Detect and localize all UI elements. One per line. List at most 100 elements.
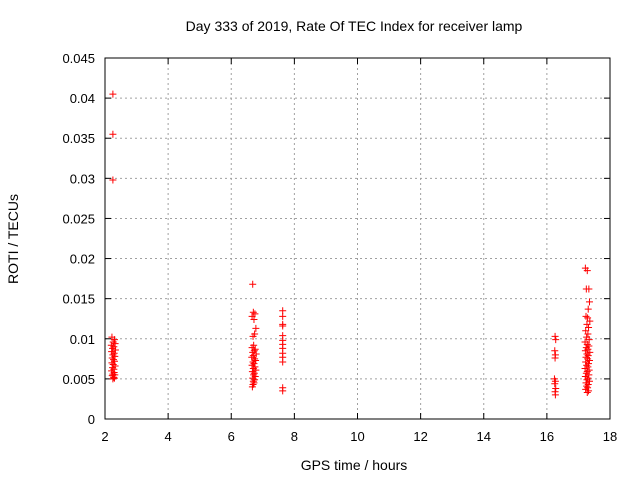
data-point [109, 130, 117, 138]
grid-lines [105, 58, 610, 419]
data-point [249, 358, 257, 366]
data-point [584, 330, 592, 338]
data-point [252, 366, 260, 374]
y-tick-label: 0.02 [70, 252, 95, 267]
data-point [109, 360, 117, 368]
data-point [585, 336, 593, 344]
data-point [251, 355, 259, 363]
data-point [109, 344, 117, 352]
data-point [583, 361, 591, 369]
data-point [551, 347, 559, 355]
data-point [279, 358, 287, 366]
data-point [582, 344, 590, 352]
data-point [111, 340, 119, 348]
y-tick-label: 0.005 [62, 372, 95, 387]
data-point [586, 317, 594, 325]
x-tick-label: 6 [228, 429, 235, 444]
data-point [248, 353, 256, 361]
data-point [109, 90, 117, 98]
data-point [583, 382, 591, 390]
data-point [582, 385, 590, 393]
data-point [583, 350, 591, 358]
data-point [585, 298, 593, 306]
y-tick-label: 0.025 [62, 211, 95, 226]
data-point [250, 316, 258, 324]
x-tick-label: 14 [477, 429, 491, 444]
data-point [248, 383, 256, 391]
data-point [585, 356, 593, 364]
y-axis-label: ROTI / TECUs [5, 194, 21, 284]
x-tick-label: 16 [540, 429, 554, 444]
data-point [110, 374, 118, 382]
data-point [111, 346, 119, 354]
y-tick-label: 0.01 [70, 332, 95, 347]
data-point [110, 373, 118, 381]
data-point [584, 305, 592, 313]
data-point [585, 324, 593, 332]
y-tick-label: 0.04 [70, 91, 95, 106]
data-point [584, 363, 592, 371]
data-point [585, 285, 593, 293]
data-point [250, 360, 258, 368]
data-point [585, 387, 593, 395]
data-point [251, 376, 259, 384]
data-point [552, 385, 560, 393]
data-point [582, 358, 590, 366]
data-point [584, 381, 592, 389]
y-tick-labels: 0 0.005 0.01 0.015 0.02 0.025 0.03 0.035 0.04 0.0… [62, 51, 95, 427]
y-tick-label: 0.015 [62, 292, 95, 307]
data-point [582, 312, 590, 320]
data-point [109, 364, 117, 372]
x-tick-label: 10 [350, 429, 364, 444]
data-point [551, 354, 559, 362]
data-point [252, 350, 260, 358]
y-tick-label: 0.035 [62, 131, 95, 146]
chart-title: Day 333 of 2019, Rate Of TEC Index for r… [186, 18, 523, 34]
data-point [279, 322, 287, 330]
x-axis-label: GPS time / hours [301, 457, 408, 473]
data-point [249, 352, 257, 360]
x-tick-label: 8 [291, 429, 298, 444]
data-point [583, 389, 591, 397]
data-point [250, 369, 258, 377]
data-point [584, 355, 592, 363]
data-point [110, 343, 118, 351]
x-tick-label: 18 [603, 429, 617, 444]
data-point [109, 375, 117, 383]
data-point [583, 368, 591, 376]
x-tick-label: 12 [413, 429, 427, 444]
plot-frame [104, 57, 611, 420]
y-tick-label: 0 [88, 412, 95, 427]
y-tick-label: 0.045 [62, 51, 95, 66]
data-point [251, 363, 259, 371]
data-point [108, 359, 116, 367]
data-point [109, 176, 117, 184]
data-point [552, 336, 560, 344]
x-tick-labels: 2 4 6 8 10 12 14 16 18 [101, 429, 617, 444]
data-point [551, 391, 559, 399]
data-point [586, 348, 594, 356]
data-point [584, 374, 592, 382]
x-tick-label: 4 [165, 429, 172, 444]
data-point [250, 379, 258, 387]
data-point [585, 371, 593, 379]
data-point [249, 332, 257, 340]
data-point [551, 380, 559, 388]
data-point [249, 348, 257, 356]
data-point [279, 387, 287, 395]
data-point [279, 312, 287, 320]
data-point [585, 377, 593, 385]
data-point [252, 324, 260, 332]
data-point [249, 280, 257, 288]
x-tick-label: 2 [101, 429, 108, 444]
data-point [249, 308, 257, 316]
data-point [248, 361, 256, 369]
data-point [583, 320, 591, 328]
data-point [583, 267, 591, 275]
data-point [110, 349, 118, 357]
data-point [583, 340, 591, 348]
data-point [551, 332, 559, 340]
data-point [250, 371, 258, 379]
data-points [107, 90, 594, 399]
